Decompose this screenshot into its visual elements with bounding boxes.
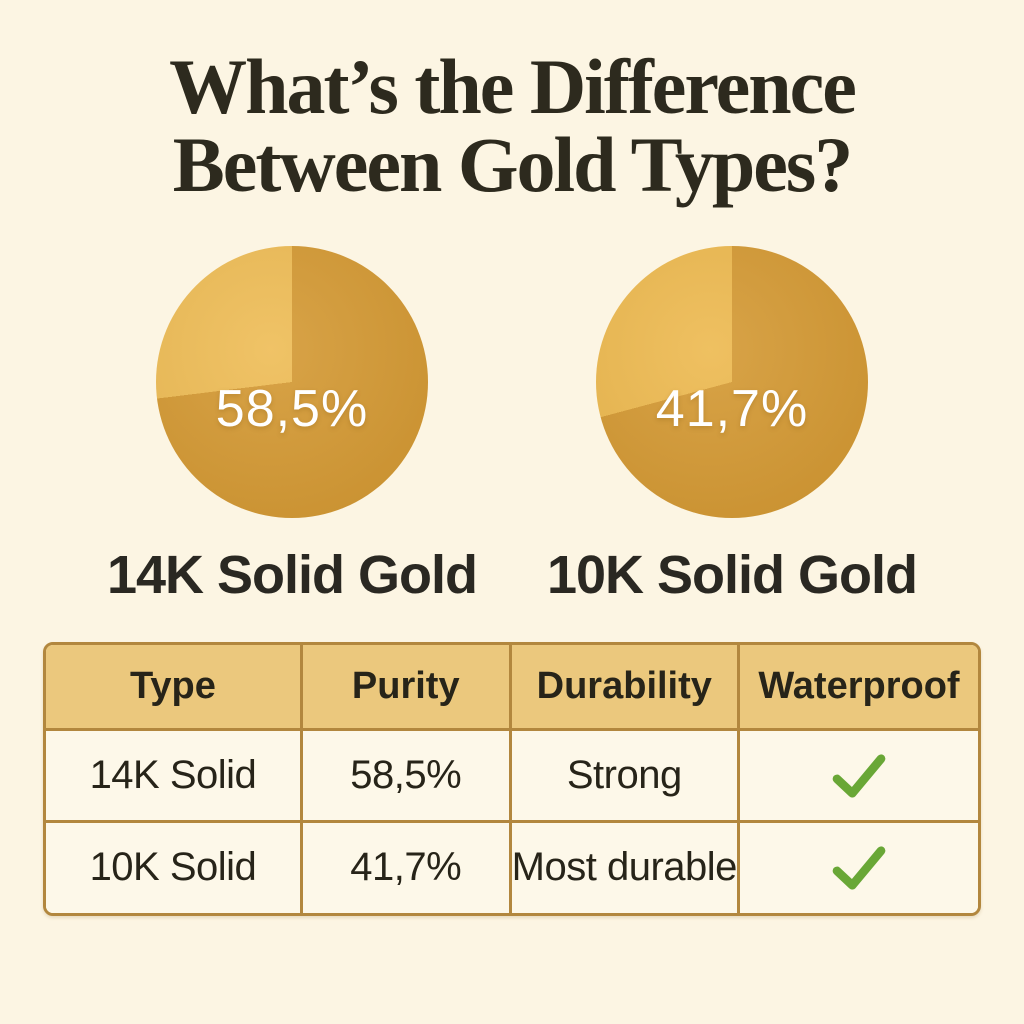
table-row: 14K Solid 58,5% Strong	[46, 729, 978, 823]
pie-caption-14k: 14K Solid Gold	[106, 545, 478, 605]
comparison-table-wrapper: Type Purity Durability Waterproof 14K So…	[43, 642, 981, 916]
cell-waterproof-10k	[738, 821, 978, 913]
table-header-row: Type Purity Durability Waterproof	[46, 645, 978, 731]
column-header-type: Type	[46, 645, 303, 731]
pie-chart-10k: 41,7%	[596, 246, 868, 518]
pie-chart-14k: 58,5%	[156, 246, 428, 518]
cell-type-10k: 10K Solid	[46, 821, 303, 913]
pie-percentage-label-14k: 58,5%	[215, 380, 369, 439]
pie-charts-row: 58,5% 14K Solid Gold 41,7% 10K Solid Gol…	[0, 246, 1024, 606]
check-icon	[832, 846, 886, 891]
page-title-line1: What’s the Difference	[169, 43, 857, 130]
table-row: 10K Solid 41,7% Most durable	[46, 821, 978, 913]
pie-caption-10k: 10K Solid Gold	[546, 545, 918, 605]
cell-purity-10k: 41,7%	[301, 821, 512, 913]
pie-figure-14k: 58,5% 14K Solid Gold	[74, 246, 510, 606]
cell-waterproof-14k	[738, 729, 978, 823]
cell-type-14k: 14K Solid	[46, 729, 303, 823]
column-header-purity: Purity	[301, 645, 512, 731]
column-header-waterproof: Waterproof	[738, 645, 978, 731]
cell-durability-14k: Strong	[510, 729, 740, 823]
cell-purity-14k: 58,5%	[301, 729, 512, 823]
comparison-table: Type Purity Durability Waterproof 14K So…	[46, 645, 978, 913]
page-title-line2: Between Gold Types?	[172, 121, 853, 208]
pie-percentage-label-10k: 41,7%	[655, 380, 809, 439]
cell-durability-10k: Most durable	[510, 821, 740, 913]
check-icon	[832, 754, 886, 798]
page-title: What’s the Difference Between Gold Types…	[0, 0, 1024, 204]
column-header-durability: Durability	[510, 645, 740, 731]
pie-figure-10k: 41,7% 10K Solid Gold	[514, 246, 950, 606]
